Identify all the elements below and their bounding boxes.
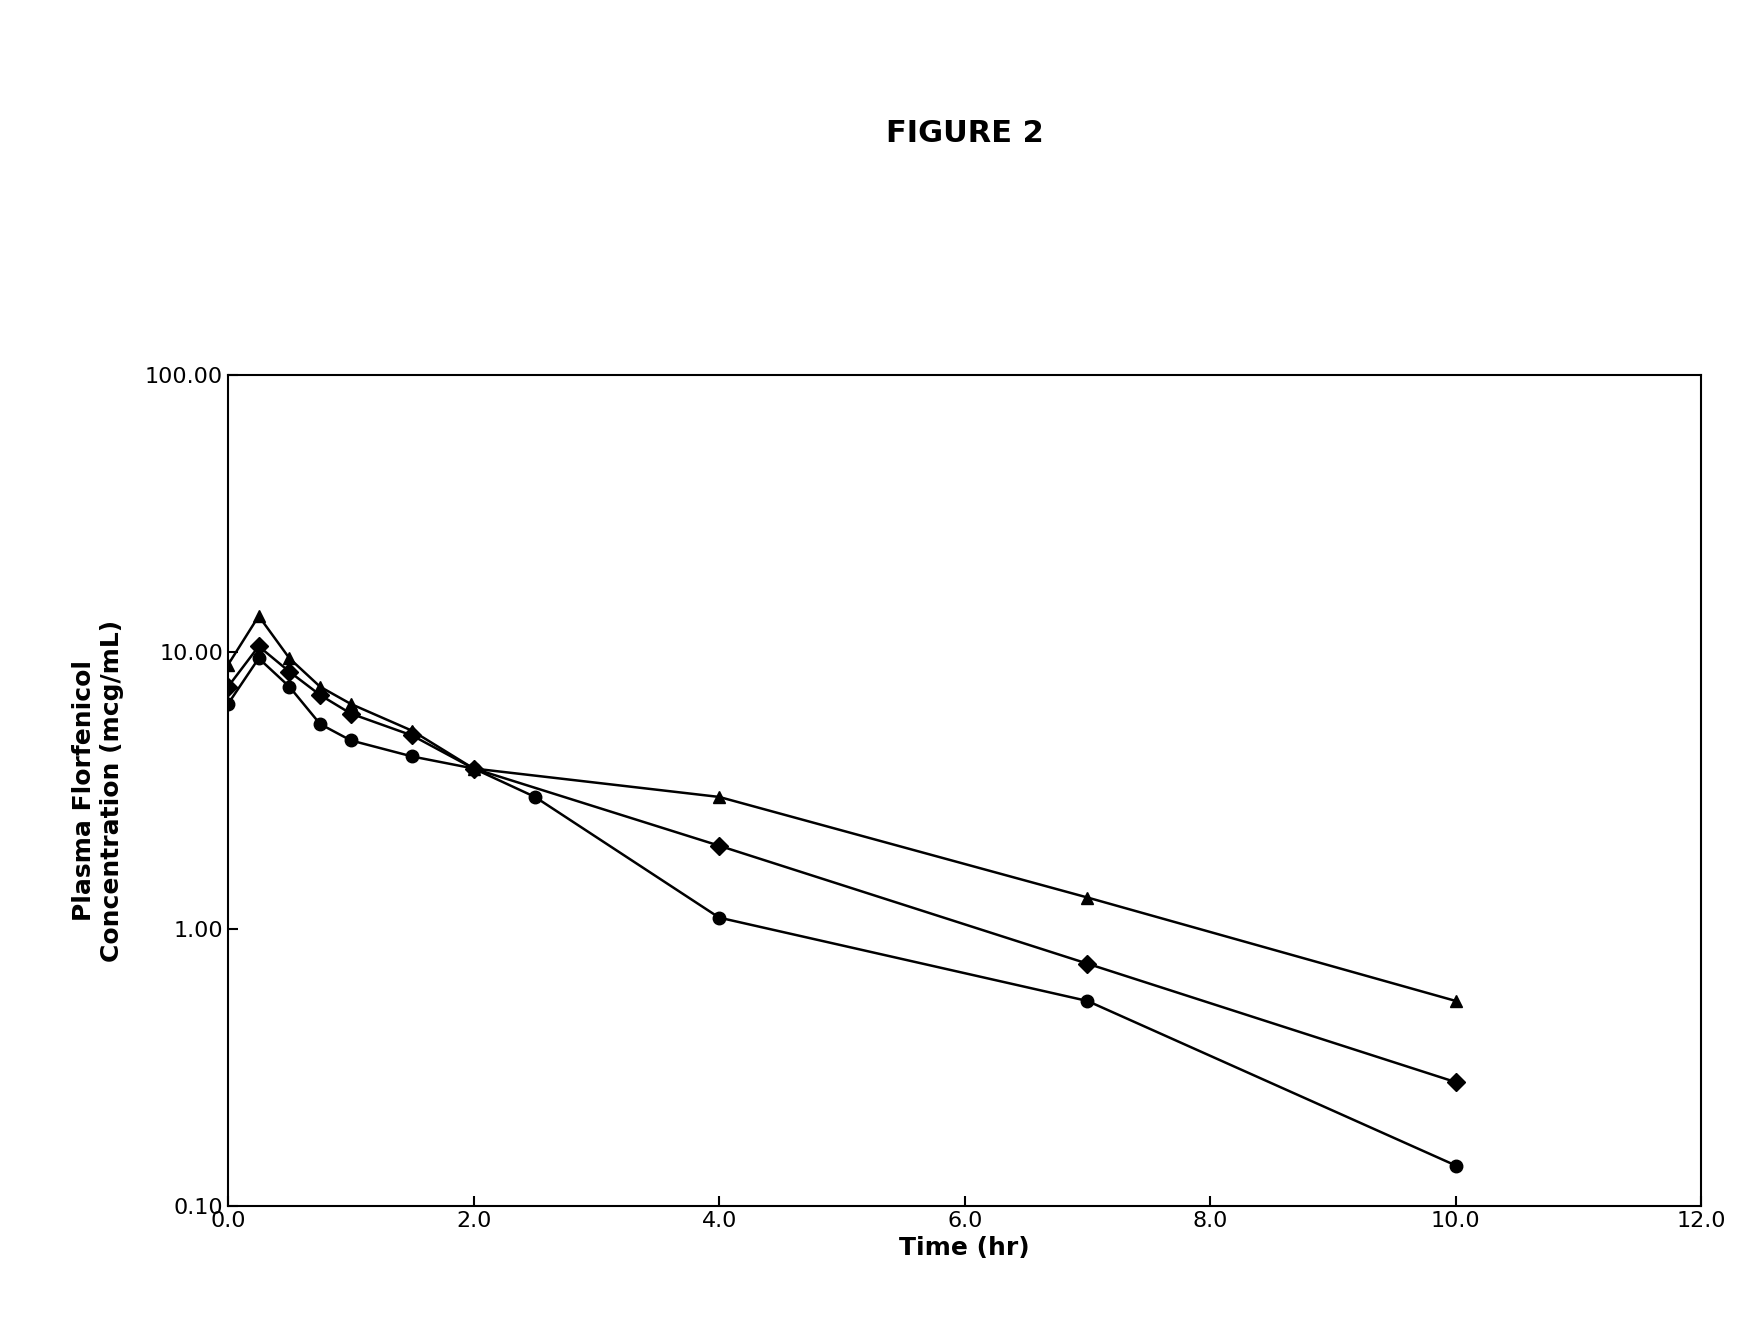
X-axis label: Time (hr): Time (hr) xyxy=(900,1237,1030,1261)
Y-axis label: Plasma Florfenicol
Concentration (mcg/mL): Plasma Florfenicol Concentration (mcg/mL… xyxy=(72,619,125,962)
Text: FIGURE 2: FIGURE 2 xyxy=(886,119,1044,149)
